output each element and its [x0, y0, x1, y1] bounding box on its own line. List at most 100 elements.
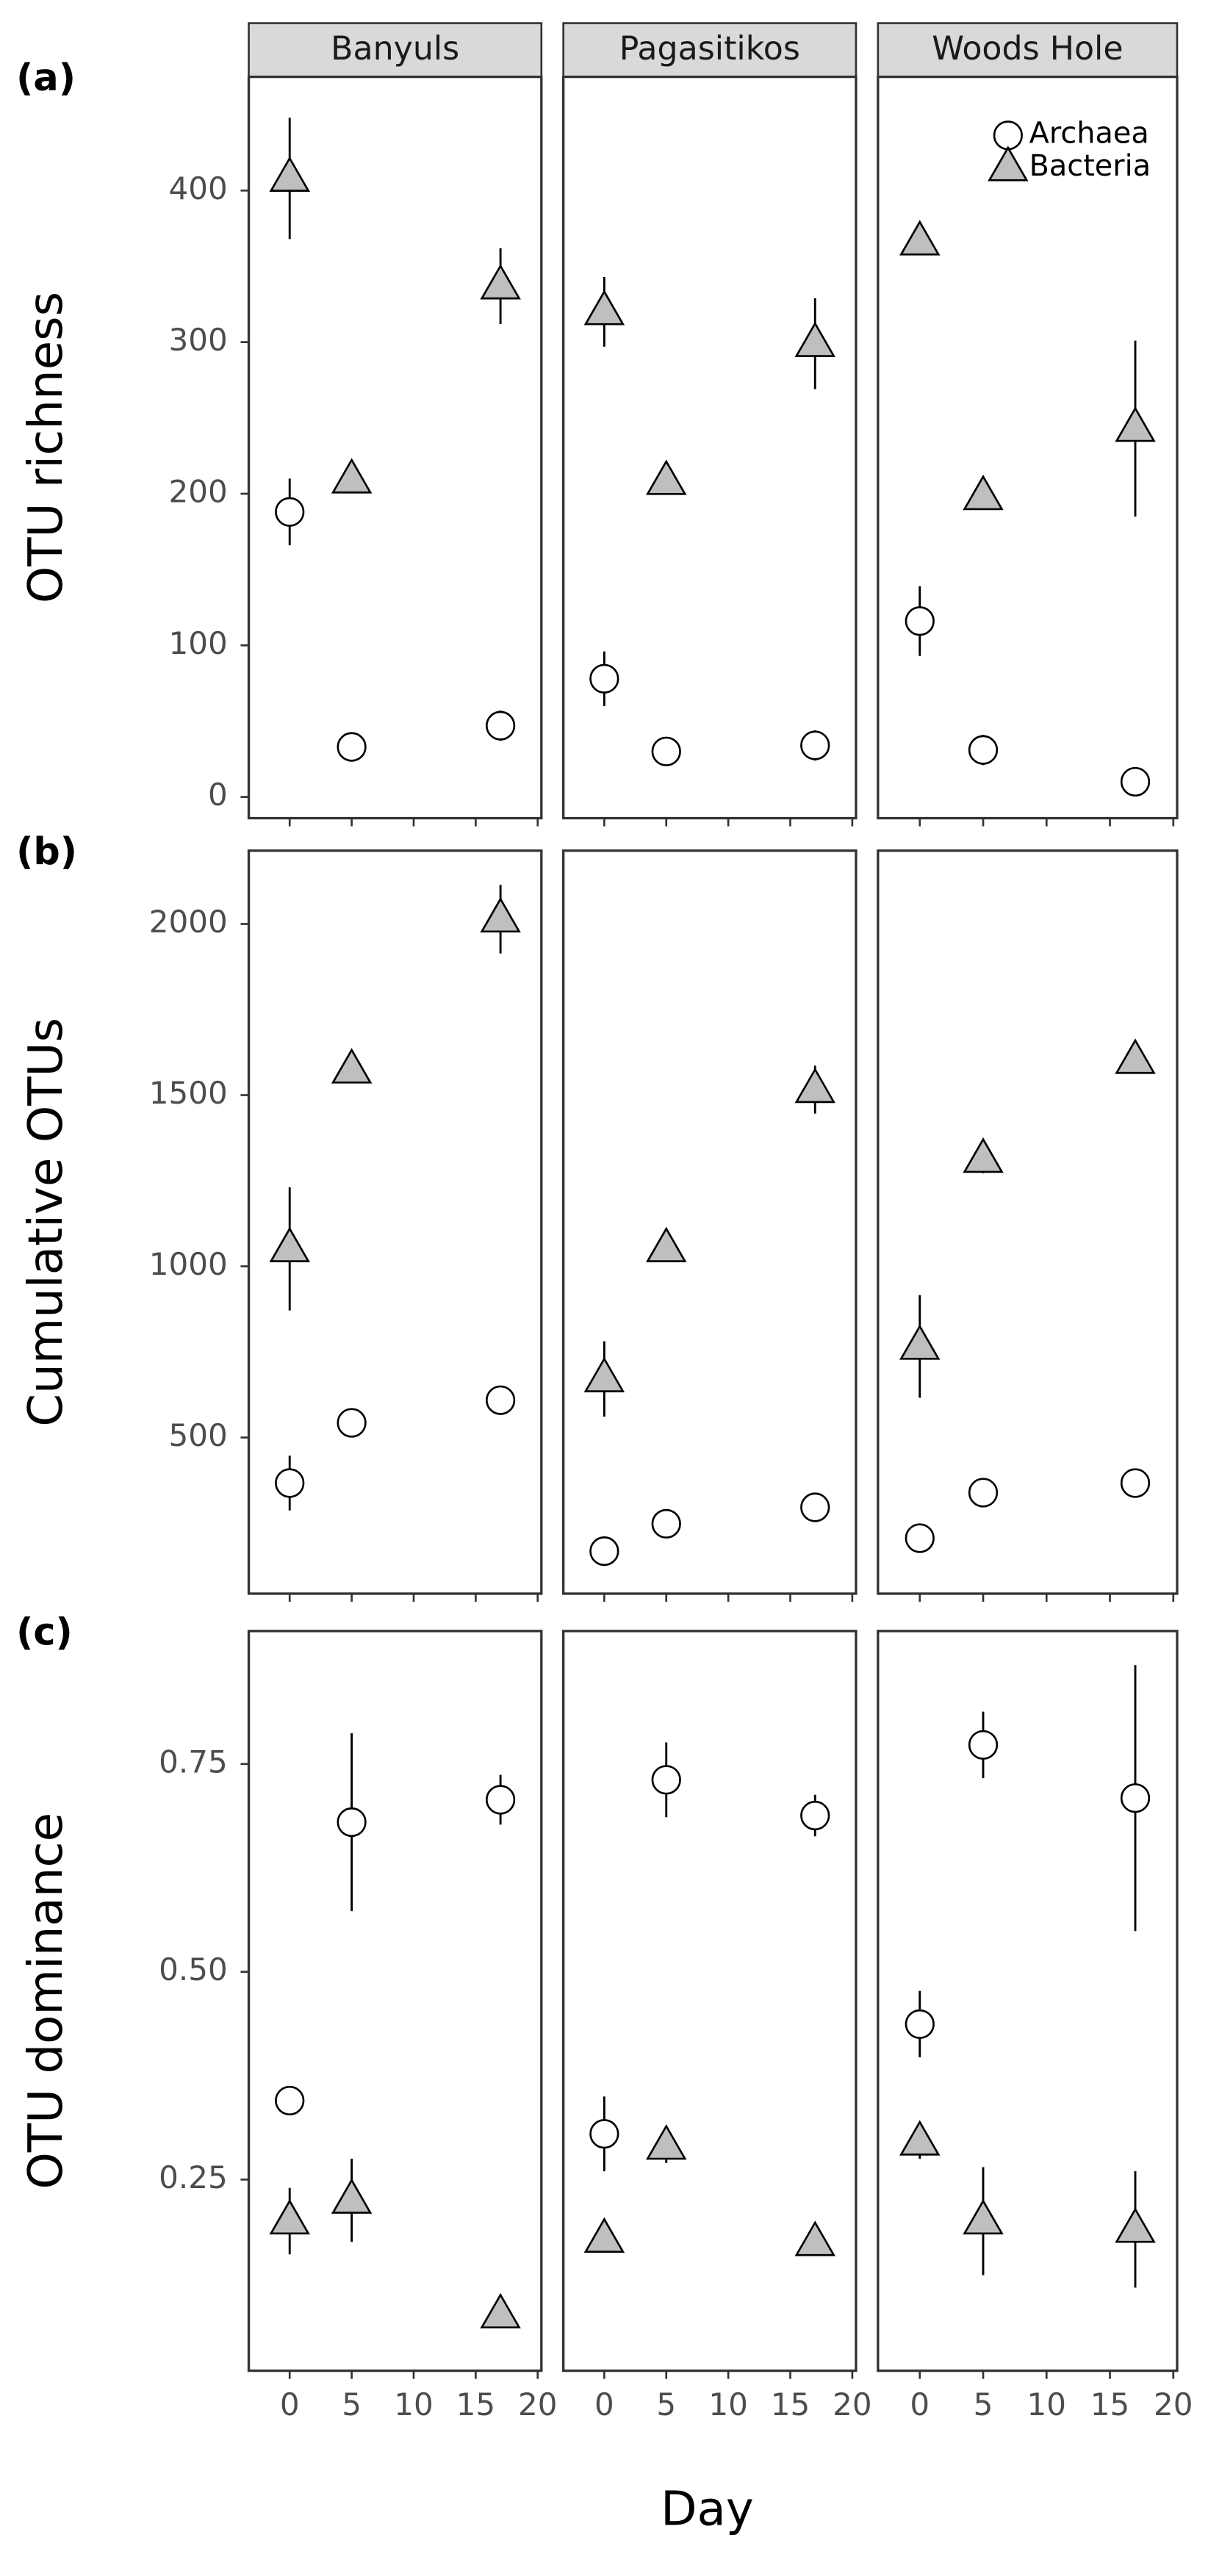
point — [480, 264, 521, 300]
y-tick-label: 0.25 — [159, 2159, 228, 2195]
x-tick-label: 10 — [394, 2386, 433, 2422]
y-tick-label: 500 — [169, 1417, 228, 1453]
x-tick-label: 15 — [1090, 2386, 1129, 2422]
facet-title: Woods Hole — [932, 30, 1123, 68]
point — [583, 1356, 625, 1392]
y-tick-label: 300 — [169, 322, 228, 358]
y-tick-label: 0 — [208, 777, 228, 813]
y-tick-label: 1500 — [149, 1075, 228, 1111]
x-tick-label: 10 — [708, 2386, 747, 2422]
point — [899, 220, 941, 256]
point — [968, 1730, 999, 1760]
point — [794, 1067, 836, 1104]
y-tick-label: 100 — [169, 625, 228, 661]
x-tick-label: 0 — [910, 2386, 930, 2422]
x-tick-label: 20 — [833, 2386, 871, 2422]
point — [963, 1137, 1004, 1173]
point — [480, 896, 521, 933]
point — [651, 736, 681, 766]
point — [269, 1226, 310, 1262]
x-tick-label: 10 — [1027, 2386, 1066, 2422]
y-tick-label: 400 — [169, 170, 228, 206]
panel-border — [247, 1630, 543, 2372]
x-tick-label: 5 — [342, 2386, 362, 2422]
point — [651, 1765, 681, 1795]
point — [968, 735, 999, 765]
facet-strip — [248, 22, 543, 78]
point — [905, 606, 935, 636]
point — [968, 1478, 999, 1508]
panel-border — [877, 1630, 1179, 2372]
y-tick-label: 2000 — [149, 904, 228, 940]
panel-border — [877, 75, 1179, 820]
panel-border — [562, 849, 858, 1595]
point — [337, 1807, 367, 1838]
point — [800, 730, 830, 760]
x-tick-label: 15 — [456, 2386, 495, 2422]
point — [800, 1492, 830, 1522]
x-axis-title: Day — [661, 2482, 754, 2537]
y-tick-label: 200 — [169, 473, 228, 509]
point — [337, 1408, 367, 1438]
panel-border — [247, 75, 543, 820]
point — [485, 1385, 516, 1415]
point — [988, 145, 1029, 181]
x-tick-label: 0 — [280, 2386, 300, 2422]
point — [794, 321, 836, 357]
facet-title: Banyuls — [331, 30, 459, 68]
point — [583, 289, 625, 325]
point — [905, 1523, 935, 1553]
point — [269, 156, 310, 192]
point — [275, 2085, 305, 2116]
point — [331, 2178, 373, 2214]
point — [646, 1226, 687, 1262]
panel-border — [562, 1630, 858, 2372]
legend-label: Archaea — [1029, 117, 1149, 151]
x-tick-label: 0 — [594, 2386, 614, 2422]
point — [331, 458, 373, 494]
x-tick-label: 20 — [518, 2386, 557, 2422]
point — [963, 475, 1004, 511]
panel-label: (c) — [16, 1611, 73, 1654]
point — [331, 1048, 373, 1084]
point — [899, 1324, 941, 1360]
panel-label: (a) — [16, 57, 76, 100]
point — [651, 1508, 681, 1539]
x-tick-label: 5 — [974, 2386, 993, 2422]
point — [589, 663, 619, 694]
point — [963, 2198, 1004, 2235]
panel-label: (b) — [16, 830, 77, 874]
point — [269, 2198, 310, 2235]
point — [1115, 1038, 1156, 1074]
panel-border — [247, 849, 543, 1595]
point — [1120, 766, 1151, 797]
legend-label: Bacteria — [1029, 149, 1151, 183]
point — [480, 2292, 521, 2328]
point — [337, 732, 367, 762]
panel-border — [877, 849, 1179, 1595]
point — [275, 497, 305, 527]
point — [899, 2120, 941, 2156]
facet-strip — [877, 22, 1179, 78]
point — [275, 1468, 305, 1498]
y-tick-label: 1000 — [149, 1246, 228, 1282]
y-axis-title: Cumulative OTUs — [18, 1018, 73, 1427]
x-tick-label: 5 — [656, 2386, 676, 2422]
facet-title: Pagasitikos — [619, 30, 800, 68]
point — [794, 2220, 836, 2256]
point — [485, 710, 516, 741]
point — [485, 1785, 516, 1815]
y-axis-title: OTU richness — [18, 292, 73, 603]
point — [646, 459, 687, 495]
point — [1120, 1468, 1151, 1498]
point — [646, 2124, 687, 2160]
point — [589, 1536, 619, 1566]
point — [993, 120, 1023, 151]
point — [905, 2009, 935, 2040]
x-tick-label: 20 — [1154, 2386, 1193, 2422]
point — [583, 2217, 625, 2253]
facet-strip — [562, 22, 858, 78]
y-tick-label: 0.75 — [159, 1744, 228, 1780]
